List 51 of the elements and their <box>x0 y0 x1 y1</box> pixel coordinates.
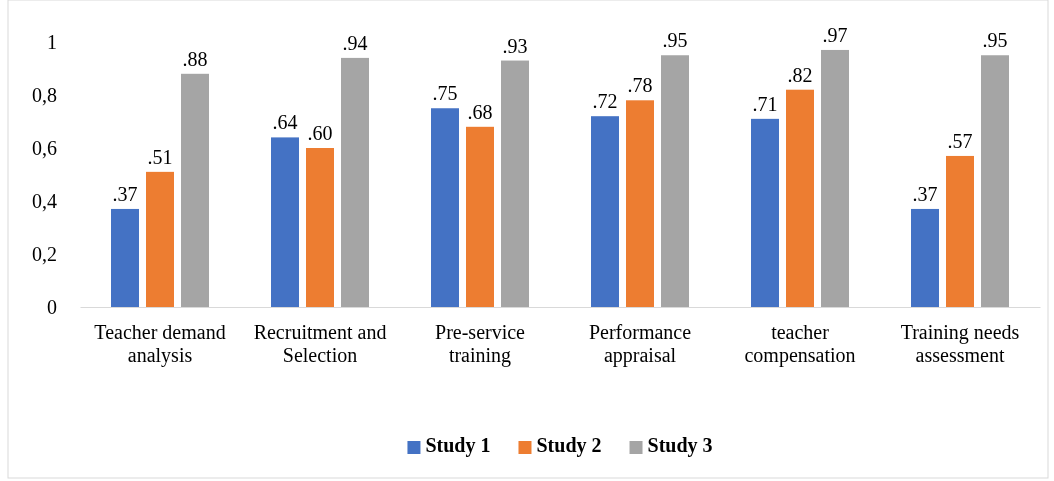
data-label: .95 <box>662 29 688 52</box>
data-label: .71 <box>752 92 778 115</box>
bar <box>341 57 369 307</box>
bar <box>146 171 174 307</box>
x-tick-label: teacher compensation <box>744 321 856 367</box>
data-label: .60 <box>307 122 333 144</box>
y-tick-label: 0,2 <box>32 242 57 265</box>
data-label: .97 <box>822 23 848 46</box>
bar <box>786 89 814 307</box>
x-tick-label: Performance appraisal <box>588 321 692 367</box>
data-label: .51 <box>147 145 173 168</box>
bar <box>751 118 779 307</box>
data-label: .78 <box>627 74 653 97</box>
data-label: .37 <box>112 182 138 205</box>
bar <box>911 208 939 307</box>
bar <box>591 116 619 307</box>
x-tick-label: Teacher demand analysis <box>94 321 226 367</box>
bar <box>501 60 529 307</box>
bar <box>111 208 139 307</box>
legend-label: Study 2 <box>536 434 602 457</box>
bar <box>431 108 459 307</box>
legend-label: Study 3 <box>647 434 713 457</box>
data-label: .72 <box>592 90 618 113</box>
bar <box>181 73 209 307</box>
bar <box>661 55 689 307</box>
data-label: .68 <box>467 100 493 123</box>
data-label: .82 <box>787 63 813 86</box>
bar <box>981 55 1009 307</box>
data-label: .93 <box>502 34 528 57</box>
bar <box>626 100 654 307</box>
y-tick-label: 1 <box>47 30 57 53</box>
data-label: .57 <box>947 129 973 152</box>
bar <box>466 126 494 307</box>
x-tick-label: Pre-service training <box>435 321 526 367</box>
bar <box>946 155 974 307</box>
data-label: .94 <box>342 31 368 54</box>
data-label: .88 <box>182 47 208 70</box>
data-label: .37 <box>912 182 938 205</box>
bar <box>821 49 849 307</box>
data-label: .95 <box>982 29 1008 52</box>
y-tick-label: 0,6 <box>32 136 57 159</box>
y-tick-label: 0,8 <box>32 83 57 106</box>
data-label: .64 <box>272 111 298 134</box>
bar <box>271 137 299 307</box>
bar <box>306 148 334 307</box>
y-tick-label: 0 <box>47 295 57 318</box>
y-tick-label: 0,4 <box>32 189 57 212</box>
x-tick-label: Recruitment and Selection <box>253 321 387 366</box>
data-label: .75 <box>432 82 458 105</box>
legend-label: Study 1 <box>425 434 491 457</box>
x-tick-label: Training needs assessment <box>900 321 1020 366</box>
